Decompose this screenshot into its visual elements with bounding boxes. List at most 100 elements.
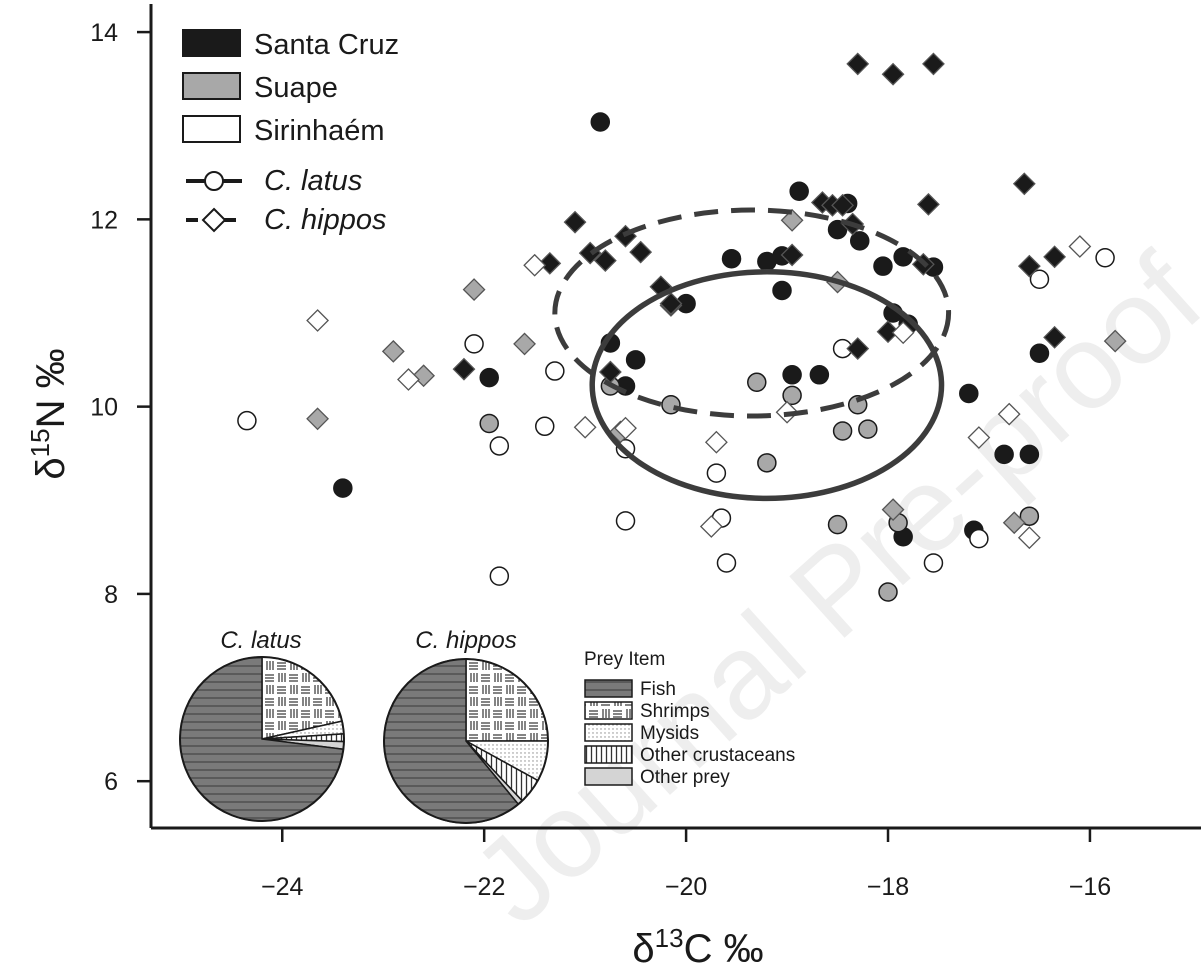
species-legend: C. latus C. hippos [186,165,387,236]
site-legend: Santa Cruz Suape Sirinhaém [182,29,399,147]
point-c-hippos-santa-cruz [831,193,855,217]
point-c-hippos-santa-cruz [846,337,870,361]
point-c-latus-sirinhaem [489,436,510,456]
point-c-latus-santa-cruz [850,231,870,251]
niche-ellipses [552,207,952,502]
x-tick-label: −24 [261,873,304,901]
point-c-latus-santa-cruz [1029,343,1050,364]
point-c-hippos-sirinhaem [397,368,420,391]
point-c-hippos-santa-cruz [916,192,940,216]
point-c-hippos-sirinhaem [699,515,723,538]
point-c-latus-sirinhaem [535,416,555,437]
pie-outline-c-latus [179,656,345,822]
point-c-hippos-santa-cruz [452,357,476,381]
point-c-latus-sirinhaem [489,566,510,586]
prey-label-fish: Fish [640,679,676,700]
point-c-latus-santa-cruz [625,350,646,370]
point-c-latus-santa-cruz [1019,444,1040,465]
point-c-latus-suape [661,395,681,415]
point-c-latus-santa-cruz [959,383,979,404]
point-c-latus-santa-cruz [772,280,792,301]
axis-ticks: −24 −22 −20 −18 −16 6 8 10 12 14 [90,19,1111,901]
point-c-hippos-santa-cruz [846,52,870,76]
point-c-hippos-santa-cruz [1043,245,1067,269]
prey-item-legend: Prey Item Fish Shrimps Mysids Other crus… [584,649,795,788]
point-c-hippos-suape [780,208,804,232]
point-c-latus-santa-cruz [873,256,893,276]
point-c-latus-sirinhaem [969,528,989,549]
point-c-latus-santa-cruz [809,365,830,385]
point-c-latus-suape [827,514,848,535]
legend-label-sirinhaem: Sirinhaém [254,115,385,147]
y-tick-label: 8 [104,581,118,609]
x-tick-label: −16 [1069,873,1111,901]
point-c-hippos-sirinhaem [891,321,915,345]
x-tick-label: −20 [665,873,707,901]
point-c-hippos-sirinhaem [1068,235,1092,258]
prey-swatch-other-crustaceans [584,745,633,764]
point-c-latus-sirinhaem [545,361,565,381]
point-c-hippos-santa-cruz [629,240,653,264]
prey-label-mysids: Mysids [640,723,699,744]
y-tick-label: 6 [104,768,118,796]
legend-swatch-sirinhaem [182,115,241,143]
point-c-latus-sirinhaem [1029,269,1050,290]
point-c-latus-santa-cruz [994,444,1014,465]
prey-swatch-mysids [584,723,633,742]
point-c-latus-santa-cruz [590,112,611,132]
point-c-latus-sirinhaem [237,410,257,431]
legend-marker-c-hippos [201,207,227,233]
point-c-hippos-santa-cruz [1012,172,1036,196]
legend-label-suape: Suape [254,72,338,104]
point-c-hippos-sirinhaem [573,415,597,439]
point-c-hippos-suape [306,407,330,431]
point-c-latus-suape [1019,506,1040,526]
point-c-hippos-sirinhaem [614,416,637,440]
point-c-hippos-sirinhaem [704,430,728,454]
point-c-hippos-suape [1002,511,1026,535]
point-c-latus-santa-cruz [782,365,802,385]
prey-swatch-shrimps [584,701,633,720]
point-c-hippos-suape [513,332,536,356]
point-c-hippos-santa-cruz [538,251,562,275]
point-c-latus-sirinhaem [706,463,727,483]
y-axis-title: δ15N ‰ [25,348,73,479]
point-c-latus-santa-cruz [333,478,353,498]
legend-marker-c-latus [204,171,224,191]
point-c-hippos-suape [381,339,405,363]
data-points [237,52,1127,602]
point-c-hippos-santa-cruz [598,360,622,384]
point-c-hippos-santa-cruz [659,292,683,316]
prey-label-shrimps: Shrimps [640,701,710,722]
point-c-hippos-santa-cruz [1043,325,1067,349]
x-tick-label: −22 [463,873,505,901]
point-c-latus-sirinhaem [1095,248,1115,268]
point-c-hippos-sirinhaem [997,402,1021,426]
prey-label-other-crustaceans: Other crustaceans [640,745,795,766]
point-c-latus-suape [757,453,777,473]
pie-outline-c-hippos [383,658,549,824]
point-c-latus-santa-cruz [789,181,809,202]
x-axis-title: δ13C ‰ [632,923,763,970]
point-c-hippos-santa-cruz [593,249,617,272]
prey-swatch-other-prey [584,767,633,786]
point-c-latus-suape [747,372,767,393]
y-tick-label: 14 [90,19,118,47]
point-c-latus-santa-cruz [479,367,499,388]
pie-slice-c-hippos-shrimps [465,658,549,742]
point-c-latus-santa-cruz [721,248,742,269]
point-c-hippos-suape [881,498,905,522]
pie-title-c-hippos: C. hippos [415,627,516,654]
legend-swatch-santa-cruz [182,29,241,57]
point-c-latus-santa-cruz [827,219,848,240]
point-c-hippos-suape [1103,329,1127,353]
point-c-latus-suape [832,421,853,441]
point-c-hippos-sirinhaem [1017,526,1041,550]
point-c-hippos-santa-cruz [563,210,587,234]
y-tick-label: 12 [90,206,118,234]
prey-swatch-fish [584,679,633,698]
point-c-hippos-santa-cruz [876,320,900,344]
x-tick-label: −18 [867,873,909,901]
legend-label-c-hippos: C. hippos [264,204,387,236]
